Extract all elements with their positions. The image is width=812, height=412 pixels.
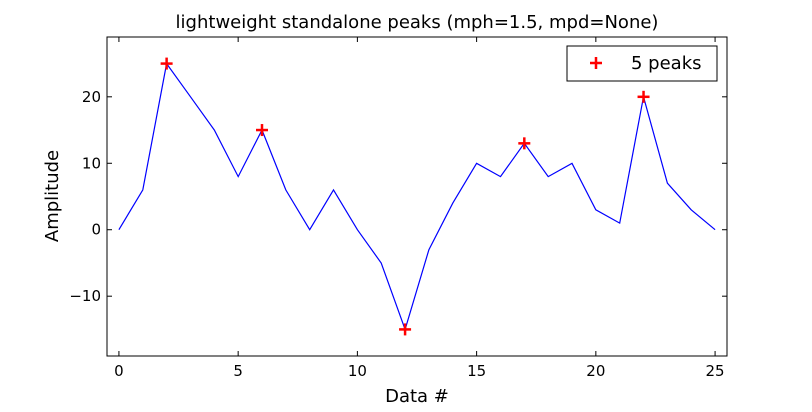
x-tick-label: 5 bbox=[233, 362, 243, 380]
peak-marker bbox=[399, 323, 412, 336]
legend-label: 5 peaks bbox=[631, 53, 702, 74]
x-tick-label: 25 bbox=[706, 362, 725, 380]
peak-marker bbox=[637, 90, 650, 103]
y-tick-label: 0 bbox=[91, 221, 101, 239]
y-axis-ticks: −10 0 10 20 bbox=[69, 88, 727, 305]
amplitude-line bbox=[118, 62, 716, 332]
y-tick-label: 20 bbox=[82, 88, 101, 106]
x-tick-label: 20 bbox=[586, 362, 605, 380]
x-axis-label: Data # bbox=[385, 386, 449, 407]
y-axis-label: Amplitude bbox=[42, 150, 63, 242]
x-tick-label: 10 bbox=[348, 362, 367, 380]
legend: 5 peaks bbox=[566, 45, 718, 82]
x-axis-ticks: 0 5 10 15 20 25 bbox=[114, 37, 725, 380]
legend-box bbox=[566, 45, 718, 82]
chart-title: lightweight standalone peaks (mph=1.5, m… bbox=[176, 12, 659, 33]
y-tick-label: −10 bbox=[69, 287, 101, 305]
y-tick-label: 10 bbox=[82, 154, 101, 172]
peak-marker bbox=[518, 137, 531, 150]
legend-peak-marker bbox=[590, 57, 602, 69]
plot-area bbox=[106, 36, 728, 357]
x-tick-label: 0 bbox=[114, 362, 124, 380]
axes-frame bbox=[106, 36, 728, 357]
legend-peak-cross bbox=[590, 57, 602, 69]
peak-marker bbox=[256, 124, 268, 137]
peak-marker bbox=[160, 57, 173, 70]
x-tick-label: 15 bbox=[467, 362, 486, 380]
